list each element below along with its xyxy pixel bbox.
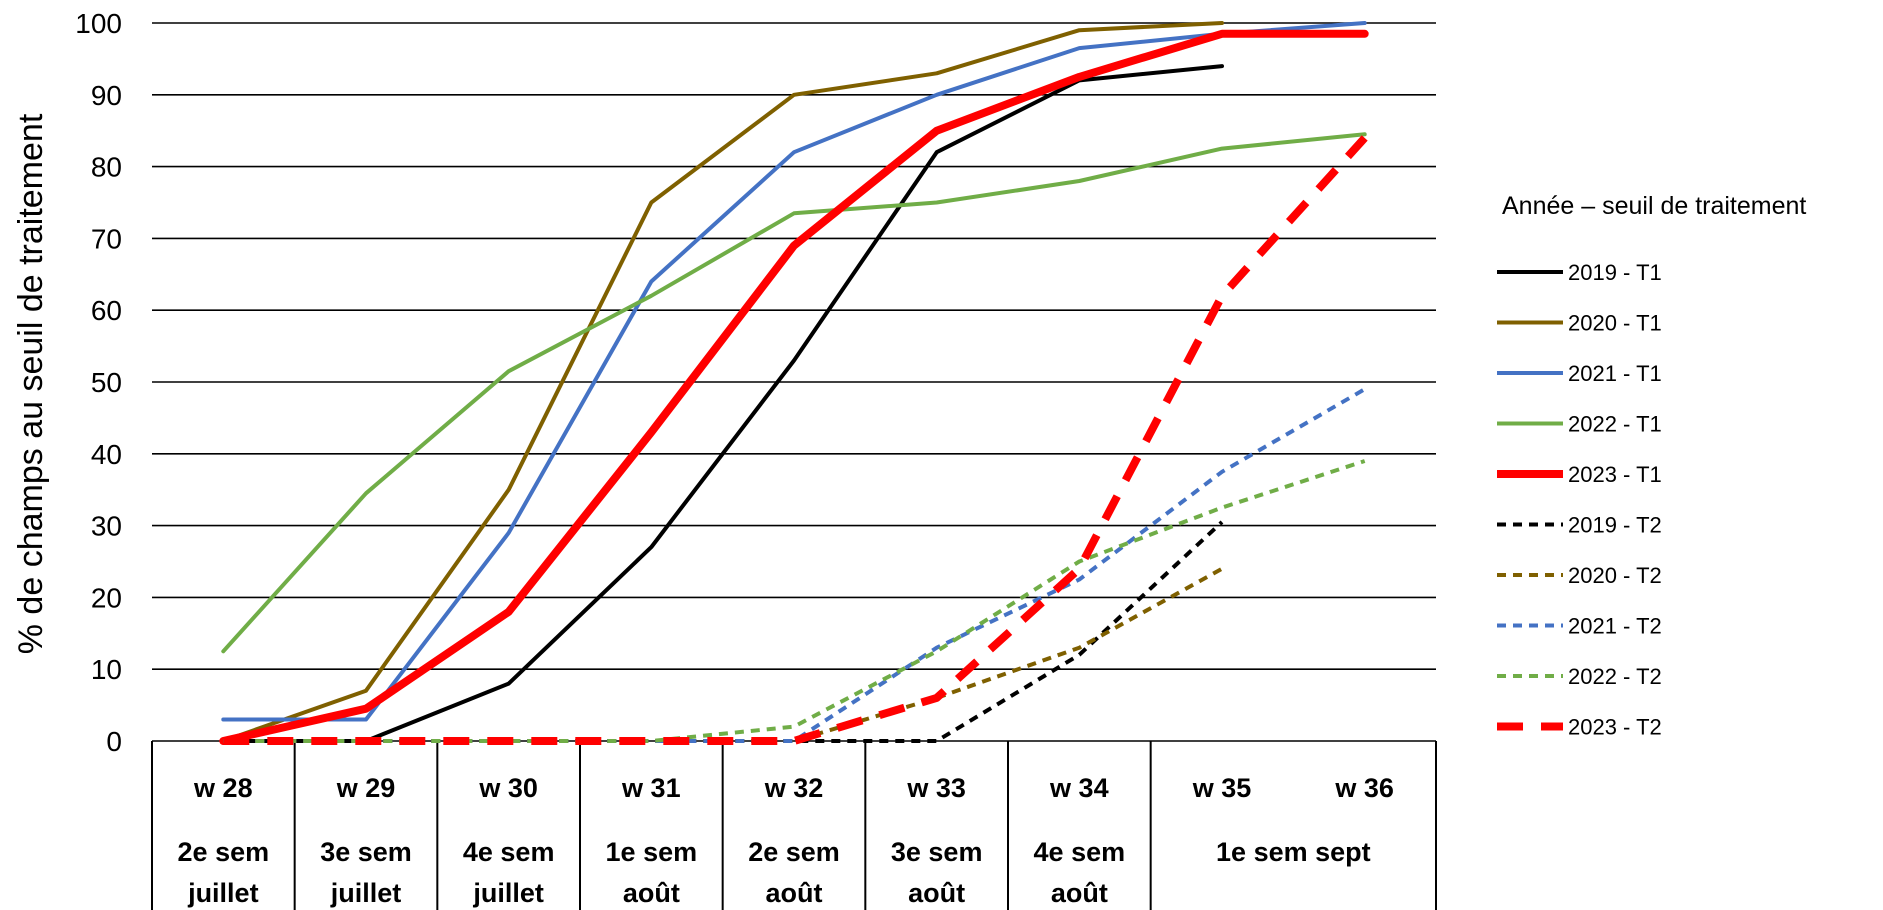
x-tick-label: w 30: [478, 773, 538, 803]
period-label: août: [1051, 878, 1108, 908]
period-label: 3e sem: [320, 837, 412, 867]
x-axis-table: w 28 w 29 w 30 w 31 w 32 w 33 w 34 w 35 w 36 2e s…: [151, 741, 1437, 910]
y-tick-label: 0: [106, 726, 122, 757]
y-tick-label: 70: [91, 223, 122, 254]
period-label: 1e sem sept: [1216, 837, 1371, 867]
y-tick-label: 30: [91, 511, 122, 542]
y-tick-label: 90: [91, 80, 122, 111]
series-lines: [219, 21, 1369, 745]
series-line-2023-t2: [223, 135, 1368, 745]
legend-label: 2020 - T1: [1568, 311, 1662, 336]
legend-label: 2021 - T1: [1568, 361, 1662, 386]
legend-label: 2023 - T2: [1568, 715, 1662, 740]
series-line-2020-t2: [223, 566, 1223, 743]
y-tick-label: 10: [91, 654, 122, 685]
period-label: juillet: [330, 878, 402, 908]
series-line-2021-t1: [221, 21, 1367, 722]
x-tick-label: w 32: [764, 773, 824, 803]
period-label: juillet: [187, 878, 259, 908]
period-label: août: [623, 878, 680, 908]
y-axis-ticks: 0 10 20 30 40 50 60 70 80 90 100: [75, 8, 122, 757]
series-line-2022-t1: [221, 132, 1367, 654]
legend-label: 2019 - T2: [1568, 513, 1662, 538]
series-line-2019-t1: [221, 64, 1224, 743]
y-axis-label: % de champs au seuil de traitement: [12, 113, 50, 654]
y-tick-label: 40: [91, 439, 122, 470]
legend-label: 2021 - T2: [1568, 614, 1662, 639]
legend-label: 2023 - T1: [1568, 462, 1662, 487]
period-label: 4e sem: [463, 837, 555, 867]
period-label: 4e sem: [1034, 837, 1126, 867]
legend-label: 2019 - T1: [1568, 260, 1662, 285]
x-tick-label: w 28: [193, 773, 253, 803]
legend-label: 2022 - T1: [1568, 412, 1662, 437]
gridlines: [152, 22, 1436, 742]
x-tick-label: w 29: [336, 773, 396, 803]
legend-label: 2022 - T2: [1568, 664, 1662, 689]
y-tick-label: 20: [91, 582, 122, 613]
x-tick-label: w 36: [1334, 773, 1394, 803]
legend: 2019 - T1 2020 - T1 2021 - T1 2022 - T1 2023…: [1497, 260, 1662, 740]
y-tick-label: 100: [75, 8, 122, 39]
y-tick-label: 80: [91, 152, 122, 183]
period-label: août: [908, 878, 965, 908]
period-label: 1e sem: [606, 837, 698, 867]
legend-title: Année – seuil de traitement: [1502, 192, 1806, 220]
series-line-2022-t2: [223, 459, 1366, 743]
x-tick-label: w 31: [621, 773, 681, 803]
y-tick-label: 60: [91, 295, 122, 326]
period-label: 2e sem: [178, 837, 270, 867]
x-tick-label: w 35: [1192, 773, 1252, 803]
y-tick-label: 50: [91, 367, 122, 398]
period-label: août: [766, 878, 823, 908]
x-tick-label: w 33: [906, 773, 966, 803]
series-line-2020-t1: [221, 21, 1224, 743]
period-label: 2e sem: [748, 837, 840, 867]
period-label: juillet: [472, 878, 544, 908]
period-label: 3e sem: [891, 837, 983, 867]
legend-label: 2020 - T2: [1568, 563, 1662, 588]
series-line-2023-t1: [219, 29, 1369, 745]
x-tick-label: w 34: [1049, 773, 1109, 803]
